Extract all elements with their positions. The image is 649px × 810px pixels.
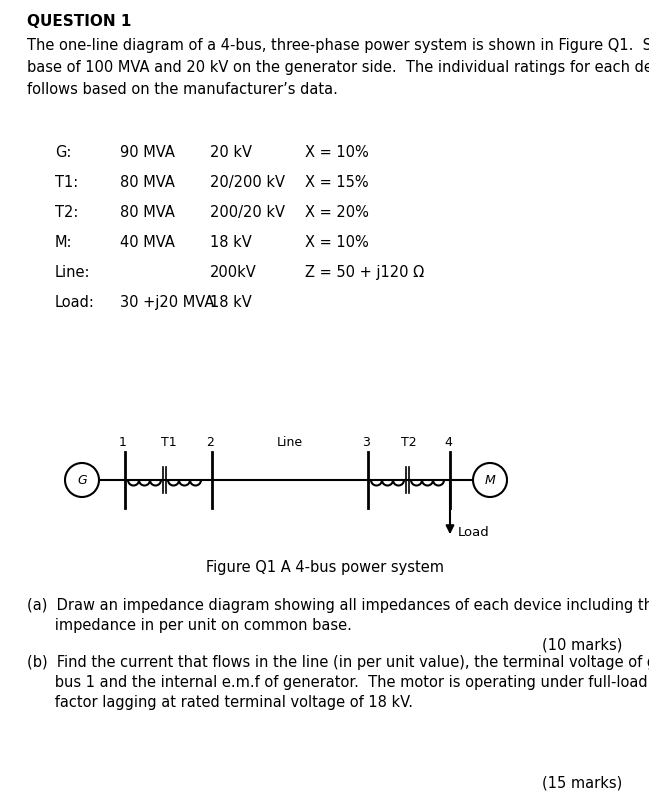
Text: 90 MVA: 90 MVA [120,145,175,160]
Text: 200/20 kV: 200/20 kV [210,205,285,220]
Text: X = 10%: X = 10% [305,145,369,160]
Text: 40 MVA: 40 MVA [120,235,175,250]
Text: Figure Q1 A 4-bus power system: Figure Q1 A 4-bus power system [206,560,443,575]
Text: bus 1 and the internal e.m.f of generator.  The motor is operating under full-lo: bus 1 and the internal e.m.f of generato… [27,675,649,690]
Text: G: G [77,474,87,487]
Text: T1: T1 [161,436,177,449]
Text: factor lagging at rated terminal voltage of 18 kV.: factor lagging at rated terminal voltage… [27,695,413,710]
Text: 4: 4 [444,436,452,449]
Text: 20 kV: 20 kV [210,145,252,160]
Text: Load: Load [458,526,490,539]
Text: 200kV: 200kV [210,265,257,280]
Text: Load:: Load: [55,295,95,310]
Text: 18 kV: 18 kV [210,295,252,310]
Text: Z = 50 + j120 Ω: Z = 50 + j120 Ω [305,265,424,280]
Text: X = 20%: X = 20% [305,205,369,220]
Text: X = 15%: X = 15% [305,175,369,190]
Text: (b)  Find the current that flows in the line (in per unit value), the terminal v: (b) Find the current that flows in the l… [27,655,649,670]
Text: G:: G: [55,145,71,160]
Text: 80 MVA: 80 MVA [120,205,175,220]
Text: (a)  Draw an impedance diagram showing all impedances of each device including t: (a) Draw an impedance diagram showing al… [27,598,649,613]
Text: 20/200 kV: 20/200 kV [210,175,285,190]
Text: QUESTION 1: QUESTION 1 [27,14,131,29]
Text: follows based on the manufacturer’s data.: follows based on the manufacturer’s data… [27,82,338,97]
Text: The one-line diagram of a 4-bus, three-phase power system is shown in Figure Q1.: The one-line diagram of a 4-bus, three-p… [27,38,649,53]
Text: X = 10%: X = 10% [305,235,369,250]
Text: 2: 2 [206,436,214,449]
Text: 18 kV: 18 kV [210,235,252,250]
Text: M:: M: [55,235,73,250]
Text: impedance in per unit on common base.: impedance in per unit on common base. [27,618,352,633]
Text: T1:: T1: [55,175,79,190]
Text: M: M [485,474,495,487]
Text: (15 marks): (15 marks) [542,775,622,790]
Text: T2:: T2: [55,205,79,220]
Text: 80 MVA: 80 MVA [120,175,175,190]
Text: Line:: Line: [55,265,90,280]
Text: Line: Line [277,436,303,449]
Text: 30 +j20 MVA: 30 +j20 MVA [120,295,214,310]
Text: 1: 1 [119,436,127,449]
Text: (10 marks): (10 marks) [542,638,622,653]
Text: 3: 3 [362,436,370,449]
Text: T2: T2 [401,436,417,449]
Text: base of 100 MVA and 20 kV on the generator side.  The individual ratings for eac: base of 100 MVA and 20 kV on the generat… [27,60,649,75]
